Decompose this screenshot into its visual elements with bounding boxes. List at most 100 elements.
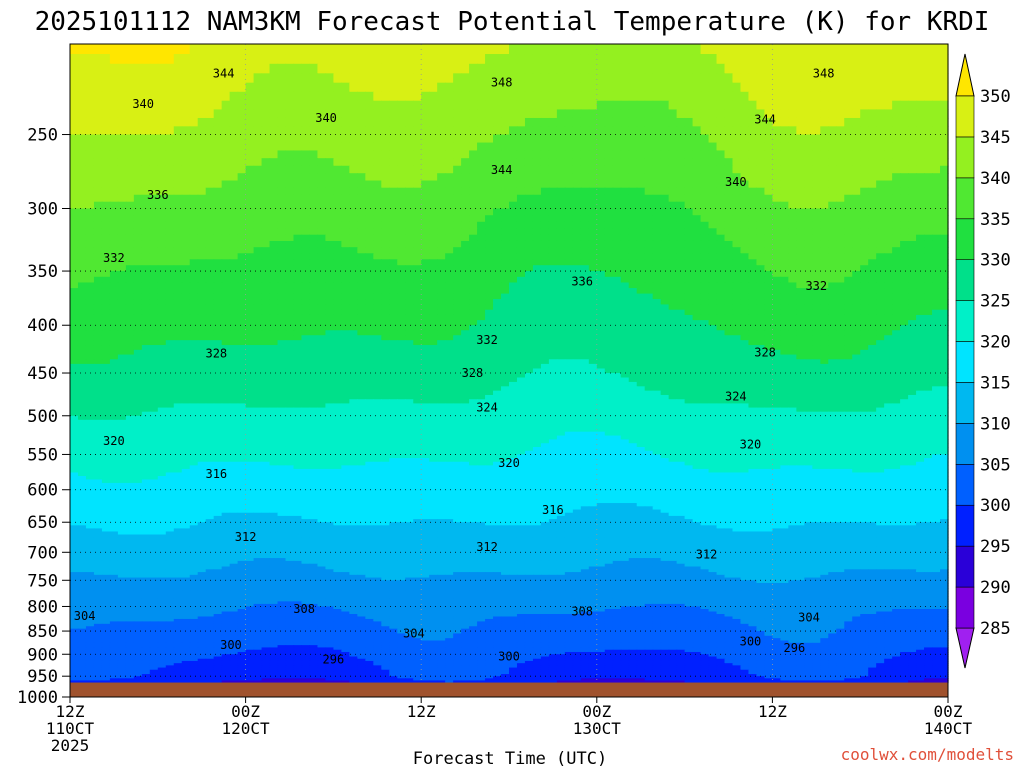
field-cell: [540, 271, 550, 278]
field-cell: [892, 63, 901, 74]
field-cell: [421, 208, 430, 216]
field-cell: [301, 180, 311, 189]
field-cell: [317, 265, 327, 272]
field-cell: [285, 215, 295, 223]
field-cell: [924, 109, 933, 119]
field-cell: [373, 194, 382, 203]
field-cell: [644, 320, 654, 326]
field-cell: [740, 150, 750, 159]
field-cell: [764, 345, 773, 351]
field-cell: [892, 109, 901, 119]
field-cell: [197, 63, 207, 74]
field-cell: [485, 91, 494, 102]
field-cell: [724, 288, 734, 295]
field-cell: [532, 165, 542, 174]
field-cell: [453, 158, 462, 167]
field-cell: [852, 165, 861, 174]
field-cell: [477, 173, 486, 182]
field-cell: [548, 180, 558, 189]
field-cell: [429, 180, 438, 189]
field-cell: [636, 314, 646, 321]
field-cell: [724, 221, 734, 229]
field-cell: [700, 271, 710, 278]
field-cell: [892, 180, 901, 189]
field-cell: [277, 325, 287, 331]
field-cell: [213, 221, 223, 229]
field-cell: [940, 276, 949, 284]
field-cell: [157, 208, 167, 216]
field-cell: [604, 73, 614, 84]
field-cell: [389, 304, 398, 311]
field-cell: [516, 320, 526, 326]
field-cell: [684, 215, 694, 223]
field-cell: [820, 150, 829, 159]
field-cell: [109, 100, 119, 111]
field-cell: [908, 299, 917, 306]
field-cell: [149, 349, 159, 356]
field-cell: [301, 117, 311, 127]
field-cell: [660, 158, 670, 167]
field-cell: [636, 158, 646, 167]
field-cell: [397, 208, 406, 216]
field-cell: [253, 293, 263, 300]
field-cell: [189, 208, 199, 216]
field-cell: [133, 221, 143, 229]
field-cell: [532, 345, 542, 351]
field-cell: [876, 117, 885, 127]
field-cell: [676, 215, 686, 223]
field-cell: [237, 126, 247, 136]
field-cell: [381, 208, 390, 216]
field-cell: [357, 44, 366, 55]
field-cell: [692, 271, 702, 278]
field-cell: [556, 73, 566, 84]
field-cell: [261, 314, 271, 321]
field-cell: [860, 335, 869, 341]
field-cell: [421, 340, 430, 346]
field-cell: [389, 293, 398, 300]
field-cell: [708, 253, 718, 260]
field-cell: [860, 299, 869, 306]
field-cell: [876, 100, 885, 111]
field-cell: [509, 180, 518, 189]
field-cell: [876, 330, 885, 336]
field-cell: [716, 271, 726, 278]
field-cell: [612, 91, 622, 102]
field-cell: [477, 253, 486, 260]
field-cell: [109, 271, 119, 278]
field-cell: [221, 158, 231, 167]
field-cell: [708, 194, 718, 203]
field-cell: [636, 117, 646, 127]
field-cell: [157, 276, 167, 284]
field-cell: [532, 134, 542, 144]
field-cell: [828, 276, 837, 284]
field-cell: [916, 54, 925, 65]
field-cell: [660, 293, 670, 300]
field-cell: [524, 63, 534, 74]
field-cell: [125, 117, 135, 127]
field-cell: [349, 253, 358, 260]
field-cell: [836, 259, 845, 266]
field-cell: [477, 194, 486, 203]
field-cell: [421, 165, 430, 174]
field-cell: [269, 44, 279, 55]
field-cell: [461, 259, 470, 266]
field-cell: [317, 320, 327, 326]
field-cell: [205, 253, 215, 260]
field-cell: [764, 126, 773, 136]
field-cell: [924, 234, 933, 242]
field-cell: [540, 150, 550, 159]
field-cell: [868, 314, 877, 321]
field-cell: [588, 228, 598, 236]
field-cell: [740, 201, 750, 210]
field-cell: [580, 345, 590, 351]
field-cell: [437, 240, 446, 248]
field-cell: [205, 288, 215, 295]
field-cell: [828, 215, 837, 223]
field-cell: [924, 134, 933, 144]
field-cell: [764, 320, 773, 326]
field-cell: [732, 293, 742, 300]
field-cell: [580, 165, 590, 174]
field-cell: [205, 276, 215, 284]
field-cell: [309, 309, 319, 316]
field-cell: [828, 180, 837, 189]
